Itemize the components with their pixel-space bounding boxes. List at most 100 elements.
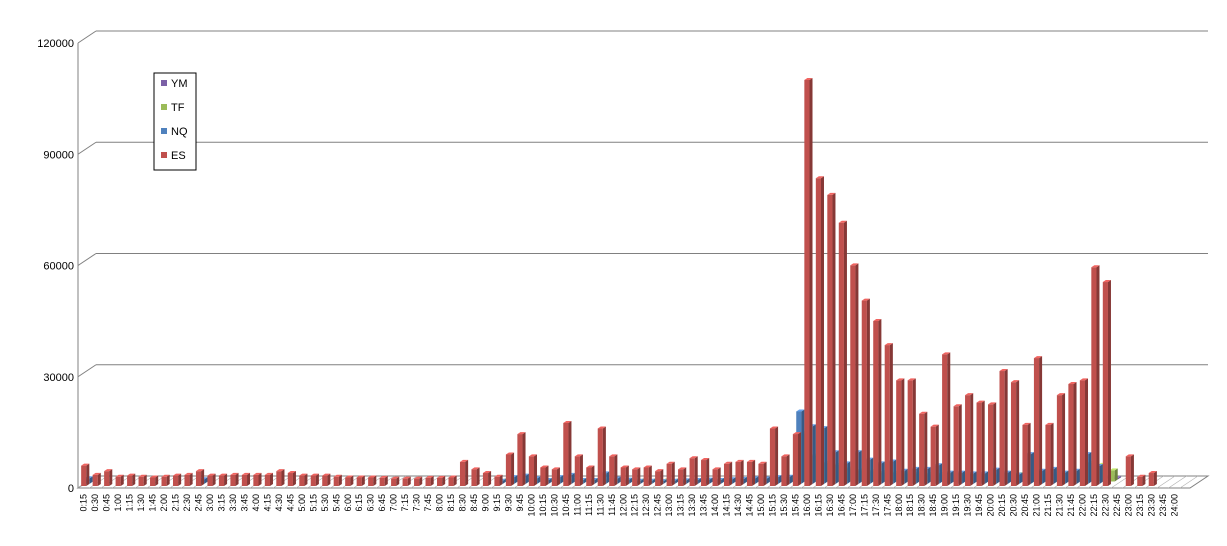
- x-tick-label: 19:00: [940, 494, 950, 517]
- bar-es: [1022, 422, 1031, 486]
- x-tick-label: 16:45: [836, 494, 846, 517]
- bar-es: [1102, 280, 1111, 486]
- x-tick-label: 0:30: [90, 494, 100, 512]
- legend: YM TF NQ ES: [153, 72, 197, 171]
- bar-es: [896, 378, 905, 486]
- bar-es: [620, 465, 629, 486]
- bar-es: [81, 463, 90, 486]
- bar-es: [643, 465, 652, 486]
- bar-es: [712, 467, 721, 486]
- x-tick-label: 0:45: [102, 494, 112, 512]
- x-tick-label: 18:15: [905, 494, 915, 517]
- legend-label-es: ES: [171, 150, 186, 162]
- bar-es: [379, 475, 388, 486]
- x-tick-label: 1:30: [136, 494, 146, 512]
- x-tick-label: 5:15: [308, 494, 318, 512]
- x-tick-label: 18:30: [917, 494, 927, 517]
- bar-es: [276, 469, 285, 486]
- x-tick-label: 6:15: [354, 494, 364, 512]
- x-tick-label: 24:00: [1169, 494, 1179, 517]
- legend-label-tf: TF: [171, 102, 185, 114]
- x-tick-label: 7:15: [400, 494, 410, 512]
- x-tick-label: 21:15: [1043, 494, 1053, 517]
- bar-es: [150, 475, 159, 486]
- bar-es: [586, 465, 595, 486]
- bar-es: [781, 454, 790, 486]
- gridline-depth: [77, 253, 97, 266]
- x-tick-label: 6:45: [377, 494, 387, 512]
- bar-es: [632, 467, 641, 486]
- bar-es: [976, 400, 985, 486]
- bar-es: [1033, 356, 1043, 486]
- bar-es: [884, 343, 893, 486]
- bar-marks: [81, 77, 1157, 487]
- bar-es: [1010, 380, 1020, 486]
- x-tick-label: 11:45: [607, 494, 617, 516]
- bar-es: [551, 467, 560, 486]
- bar-es: [391, 476, 400, 486]
- bar-es: [230, 472, 239, 486]
- x-tick-label: 12:45: [653, 494, 663, 517]
- bar-es: [666, 461, 675, 486]
- x-tick-label: 15:00: [756, 494, 766, 517]
- x-tick-label: 21:45: [1066, 494, 1076, 517]
- bar-es: [1091, 265, 1100, 486]
- legend-label-nq: NQ: [171, 126, 188, 138]
- bar-es: [195, 469, 205, 486]
- legend-swatch-es: [161, 152, 167, 158]
- x-tick-label: 21:00: [1032, 494, 1042, 517]
- bar-es: [953, 404, 962, 486]
- bar-es: [930, 424, 939, 486]
- bar-es: [769, 426, 779, 486]
- x-tick-label: 13:15: [676, 494, 686, 517]
- x-tick-label: 12:30: [641, 494, 651, 517]
- bar-es: [597, 426, 606, 486]
- bar-es: [689, 456, 698, 486]
- bar-es: [746, 459, 756, 486]
- x-tick-label: 22:30: [1100, 494, 1110, 517]
- bar-es: [241, 472, 251, 486]
- bar-es: [758, 461, 767, 486]
- x-tick-label: 20:00: [986, 494, 996, 517]
- x-tick-label: 17:00: [848, 494, 858, 517]
- x-tick-label: 2:00: [159, 494, 169, 512]
- x-axis-ticks: 0:15 0:30 0:45 1:00 1:15 1:30 1:45 2:00 2:15 2:30…: [79, 494, 1180, 517]
- x-tick-label: 17:30: [871, 494, 881, 517]
- x-tick-label: 14:30: [733, 494, 743, 517]
- x-tick-label: 10:45: [561, 494, 571, 517]
- bar-es: [804, 77, 813, 486]
- x-tick-label: 3:15: [216, 494, 226, 512]
- bar-es: [494, 474, 503, 486]
- x-tick-label: 15:30: [779, 494, 789, 517]
- x-tick-label: 14:00: [710, 494, 720, 517]
- bar-es: [1125, 454, 1134, 486]
- bar-es: [942, 352, 951, 486]
- bar-es: [815, 176, 824, 487]
- bar-es: [678, 467, 687, 486]
- x-tick-label: 4:00: [251, 494, 261, 512]
- y-axis-ticks: 0 30000 60000 90000 120000: [37, 38, 74, 495]
- bar-es: [735, 459, 744, 486]
- bar-es: [437, 475, 446, 486]
- bar-es: [310, 473, 319, 486]
- x-tick-label: 19:15: [951, 494, 961, 517]
- bar-es: [827, 192, 836, 487]
- x-tick-label: 22:00: [1077, 494, 1087, 517]
- bar-es: [471, 467, 480, 486]
- x-tick-label: 4:45: [285, 494, 295, 512]
- bar-es: [1045, 422, 1054, 486]
- legend-box: [153, 72, 197, 171]
- bar-es: [414, 476, 423, 486]
- bar-es: [368, 475, 377, 486]
- bar-es: [517, 432, 526, 486]
- x-tick-label: 2:45: [194, 494, 204, 512]
- bar-es: [965, 393, 974, 486]
- bar-es: [723, 461, 733, 486]
- bar-es: [999, 369, 1008, 486]
- bar-es: [92, 472, 101, 486]
- gridline-depth: [77, 141, 97, 155]
- x-tick-label: 11:00: [572, 494, 582, 516]
- y-tick-label: 90000: [43, 149, 74, 161]
- bar-es: [1068, 382, 1077, 486]
- x-tick-label: 6:30: [366, 494, 376, 512]
